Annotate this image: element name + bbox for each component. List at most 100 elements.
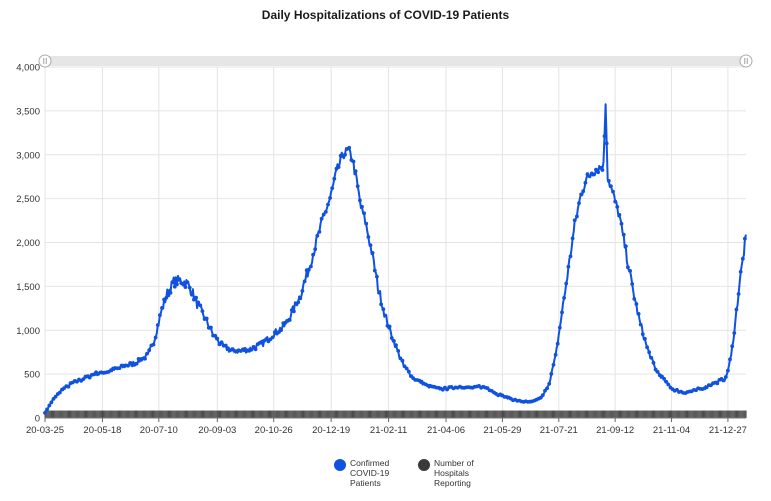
hospitals-column [694, 410, 696, 418]
hospitals-column [265, 410, 267, 418]
scrollbar-handle-left[interactable] [38, 54, 52, 68]
hospitals-column [322, 410, 324, 418]
hospitals-column [124, 410, 126, 418]
legend-label-confirmed: Confirmed COVID-19 Patients [350, 458, 390, 488]
confirmed-point [175, 282, 179, 287]
hospitals-column [534, 410, 536, 418]
hospitals-column [61, 410, 63, 418]
hospitals-column [523, 410, 525, 418]
hospitals-column [530, 410, 532, 418]
hospitals-column [584, 410, 586, 418]
confirmed-point [321, 212, 326, 217]
y-tick-label: 0 [35, 414, 40, 425]
hospitals-column [200, 410, 202, 418]
hospitals-column [626, 410, 628, 418]
hospitals-column [69, 410, 70, 418]
hospitals-column [80, 410, 82, 418]
hospitals-column [202, 410, 203, 418]
hospitals-column [50, 410, 52, 418]
hospitals-column [125, 410, 127, 418]
hospitals-column [416, 410, 418, 418]
hospitals-column [144, 410, 146, 418]
hospitals-column [624, 410, 626, 418]
hospitals-column [571, 410, 573, 418]
hospitals-column [58, 410, 60, 418]
confirmed-point [389, 336, 394, 340]
hospitals-column [149, 410, 151, 418]
hospitals-column [426, 410, 428, 418]
x-tick-label: 20-03-25 [26, 425, 64, 436]
confirmed-point [187, 285, 192, 290]
hospitals-column [241, 410, 243, 418]
hospitals-column [68, 410, 69, 418]
hospitals-column [467, 410, 469, 418]
hospitals-column [187, 410, 189, 418]
x-tick-label: 21-04-06 [427, 425, 465, 436]
scrollbar-track[interactable] [45, 56, 746, 66]
hospitals-column [729, 410, 731, 418]
hospitals-column [549, 410, 551, 418]
hospitals-column [423, 410, 425, 418]
range-scrollbar[interactable] [38, 54, 753, 68]
hospitals-column [506, 410, 508, 418]
confirmed-point [53, 394, 58, 399]
hospitals-column [415, 410, 417, 418]
hospitals-column [580, 410, 582, 418]
x-tick-label: 20-07-10 [140, 425, 178, 436]
hospitals-column [455, 410, 457, 418]
hospitals-column [143, 410, 145, 418]
confirmed-point [43, 411, 47, 415]
hospitals-column [722, 410, 724, 418]
hospitals-column [495, 410, 497, 418]
confirmed-point [253, 347, 258, 352]
hospitals-column [162, 410, 164, 418]
hospitals-column [329, 410, 331, 418]
confirmed-point [543, 388, 547, 393]
hospitals-column [484, 410, 486, 418]
hospitals-column [486, 410, 487, 418]
hospitals-column [363, 410, 365, 418]
hospitals-column [393, 410, 395, 418]
confirmed-point [721, 378, 726, 383]
legend-item-confirmed[interactable]: Confirmed COVID-19 Patients [334, 458, 402, 488]
hospitals-column [672, 410, 674, 418]
hospitals-column [311, 410, 313, 418]
hospitals-column [579, 410, 581, 418]
hospitals-column [428, 410, 430, 418]
hospitals-column [633, 410, 635, 418]
x-tick-label: 21-05-29 [483, 425, 521, 436]
hospitals-column [72, 410, 74, 418]
hospitals-column [601, 410, 603, 418]
hospitals-column [165, 410, 167, 418]
confirmed-point [560, 310, 564, 315]
hospitals-column [74, 410, 76, 418]
hospitals-column [442, 410, 444, 418]
hospitals-column [167, 410, 169, 418]
hospitals-column [87, 410, 89, 418]
y-tick-label: 4,000 [16, 63, 40, 74]
hospitals-column [290, 410, 292, 418]
hospitals-column [433, 410, 435, 418]
hospitals-column [743, 410, 745, 418]
legend-item-hospitals[interactable]: Number of Hospitals Reporting [418, 458, 486, 488]
hospitals-column [82, 410, 84, 418]
hospitals-column [558, 410, 560, 418]
confirmed-point [181, 282, 186, 287]
hospitals-column [135, 410, 136, 418]
hospitals-column [389, 410, 391, 418]
hospitals-column [214, 410, 216, 418]
hospitals-column [736, 410, 737, 418]
hospitals-column [274, 410, 276, 418]
confirmed-point [279, 328, 283, 332]
hospitals-column [388, 410, 390, 418]
x-tick-label: 20-09-03 [198, 425, 236, 436]
hospitals-column [104, 410, 106, 418]
hospitals-column [196, 410, 198, 418]
hospitals-column [282, 410, 284, 418]
hospitals-column [546, 410, 548, 418]
hospitals-column [692, 410, 694, 418]
hospitals-column [340, 410, 342, 418]
scrollbar-handle-right[interactable] [739, 54, 753, 68]
confirmed-point [553, 352, 558, 357]
